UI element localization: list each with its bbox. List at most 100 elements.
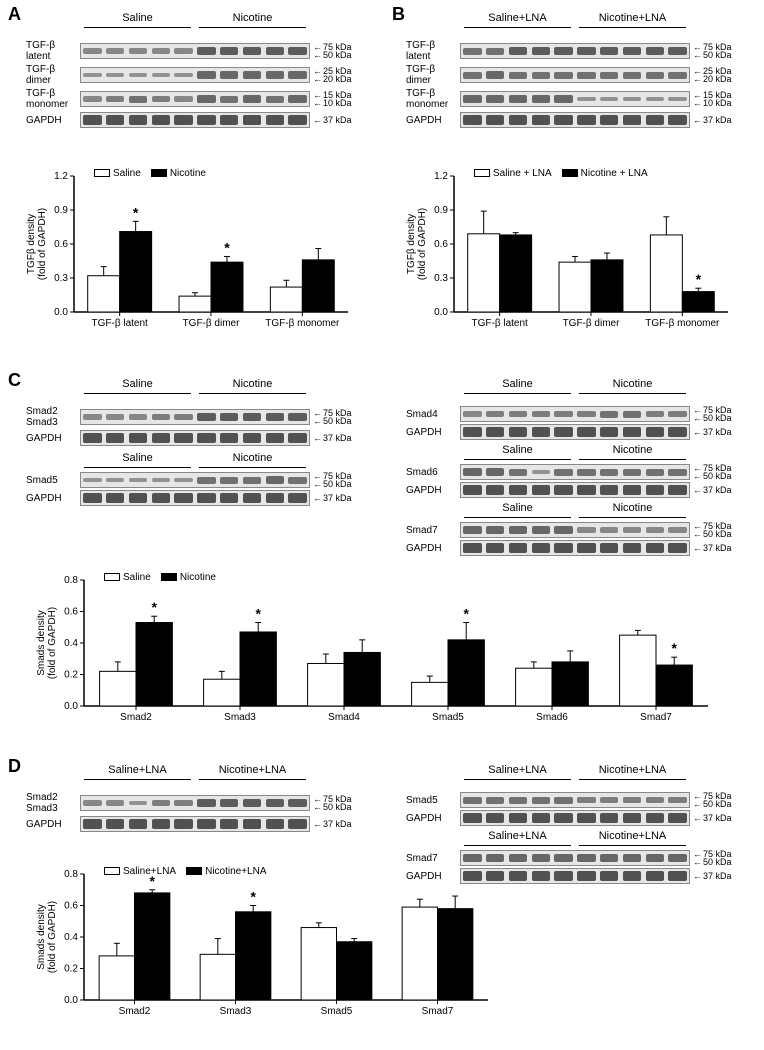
svg-text:*: * (151, 599, 157, 615)
svg-text:Smad7: Smad7 (422, 1006, 454, 1017)
blot-image (80, 472, 310, 488)
blot-label: TGF-β latent (406, 40, 460, 62)
svg-text:0.6: 0.6 (64, 901, 78, 912)
blot-image (460, 112, 690, 128)
blot-label: Smad6 (406, 467, 460, 478)
blot-label: TGF-β dimer (406, 64, 460, 86)
blot-label: GAPDH (406, 871, 460, 882)
chart-legend: SalineNicotine (104, 572, 226, 583)
blot-image (460, 810, 690, 826)
kda-markers: ←37 kDa (310, 494, 360, 502)
svg-text:Smad2: Smad2 (120, 712, 152, 723)
svg-text:0.0: 0.0 (54, 307, 68, 318)
svg-text:0.2: 0.2 (64, 964, 78, 975)
svg-text:TGFβ density(fold of GAPDH): TGFβ density(fold of GAPDH) (406, 208, 428, 280)
svg-text:*: * (671, 640, 677, 656)
svg-text:0.9: 0.9 (434, 205, 448, 216)
blot-label: GAPDH (26, 115, 80, 126)
kda-markers: ←75 kDa←50 kDa (310, 409, 360, 425)
blot-label: Smad2Smad3 (26, 792, 80, 814)
panel-d-blots-right: Saline+LNANicotine+LNASmad5←75 kDa←50 kD… (406, 792, 746, 886)
blot-label: Smad2Smad3 (26, 406, 80, 428)
blot-label: TGF-β latent (26, 40, 80, 62)
cond-nicotine-lna: Nicotine+LNA (575, 12, 690, 24)
svg-text:0.3: 0.3 (434, 273, 448, 284)
chart-legend: SalineNicotine (94, 168, 216, 179)
blot-image (460, 868, 690, 884)
blot-image (460, 67, 690, 83)
blot-label: TGF-β dimer (26, 64, 80, 86)
panel-c-label: C (8, 370, 21, 391)
blot-image (460, 482, 690, 498)
svg-text:0.9: 0.9 (54, 205, 68, 216)
blot-image (460, 43, 690, 59)
svg-text:TGF-β monomer: TGF-β monomer (265, 318, 340, 329)
svg-text:0.6: 0.6 (54, 239, 68, 250)
blot-image (80, 112, 310, 128)
blot-label: Smad4 (406, 409, 460, 420)
svg-text:0.6: 0.6 (64, 607, 78, 618)
kda-markers: ←75 kDa←50 kDa (310, 472, 360, 488)
svg-text:*: * (463, 606, 469, 622)
blot-label: Smad7 (406, 525, 460, 536)
blot-image (460, 540, 690, 556)
kda-markers: ←37 kDa (310, 434, 360, 442)
kda-markers: ←15 kDa←10 kDa (690, 91, 740, 107)
blot-image (80, 816, 310, 832)
kda-markers: ←37 kDa (690, 544, 740, 552)
svg-text:*: * (696, 271, 702, 287)
svg-text:0.0: 0.0 (64, 995, 78, 1006)
svg-text:0.6: 0.6 (434, 239, 448, 250)
kda-markers: ←37 kDa (690, 872, 740, 880)
svg-text:TGF-β monomer: TGF-β monomer (645, 318, 720, 329)
svg-text:Smad3: Smad3 (224, 712, 256, 723)
panel-a-label: A (8, 4, 21, 25)
svg-text:Smad5: Smad5 (432, 712, 464, 723)
blot-label: GAPDH (406, 115, 460, 126)
chart-c: 0.00.20.40.60.8Smad2Smad3Smad4Smad5Smad6… (36, 572, 716, 742)
svg-text:*: * (255, 606, 261, 622)
cond-saline-lna: Saline+LNA (460, 12, 575, 24)
svg-text:TGF-β dimer: TGF-β dimer (563, 318, 621, 329)
svg-text:0.0: 0.0 (434, 307, 448, 318)
svg-text:1.2: 1.2 (434, 171, 448, 182)
panel-c-blots-right: SalineNicotineSmad4←75 kDa←50 kDaGAPDH←3… (406, 406, 746, 558)
blot-label: Smad5 (406, 795, 460, 806)
blot-image (460, 792, 690, 808)
kda-markers: ←75 kDa←50 kDa (690, 792, 740, 808)
blot-image (80, 430, 310, 446)
svg-text:0.8: 0.8 (64, 575, 78, 586)
svg-text:Smads density(fold of GAPDH): Smads density(fold of GAPDH) (36, 607, 58, 679)
cond-nicotine: Nicotine (195, 12, 310, 24)
svg-text:0.0: 0.0 (64, 701, 78, 712)
panel-d-label: D (8, 756, 21, 777)
cond-saline: Saline (80, 12, 195, 24)
chart-legend: Saline + LNANicotine + LNA (474, 168, 658, 179)
blot-label: TGF-βmonomer (406, 88, 460, 110)
svg-text:Smad2: Smad2 (119, 1006, 151, 1017)
blot-image (80, 409, 310, 425)
svg-text:TGF-β latent: TGF-β latent (92, 318, 149, 329)
blot-label: GAPDH (406, 485, 460, 496)
kda-markers: ←37 kDa (690, 428, 740, 436)
svg-text:TGFβ density(fold of GAPDH): TGFβ density(fold of GAPDH) (26, 208, 48, 280)
blot-image (80, 795, 310, 811)
svg-text:0.4: 0.4 (64, 638, 78, 649)
blot-label: Smad7 (406, 853, 460, 864)
kda-markers: ←25 kDa←20 kDa (690, 67, 740, 83)
panel-d-blots-left: Saline+LNANicotine+LNASmad2Smad3←75 kDa←… (26, 792, 366, 834)
svg-text:0.3: 0.3 (54, 273, 68, 284)
blot-image (460, 464, 690, 480)
blot-image (460, 91, 690, 107)
panel-a-blots: Saline Nicotine TGF-β latent←75 kDa←50 k… (26, 40, 366, 130)
blot-image (80, 67, 310, 83)
kda-markers: ←75 kDa←50 kDa (690, 406, 740, 422)
kda-markers: ←37 kDa (310, 820, 360, 828)
blot-label: GAPDH (26, 433, 80, 444)
blot-image (460, 850, 690, 866)
blot-label: GAPDH (406, 543, 460, 554)
svg-text:1.2: 1.2 (54, 171, 68, 182)
blot-image (460, 522, 690, 538)
blot-image (460, 406, 690, 422)
kda-markers: ←75 kDa←50 kDa (310, 43, 360, 59)
